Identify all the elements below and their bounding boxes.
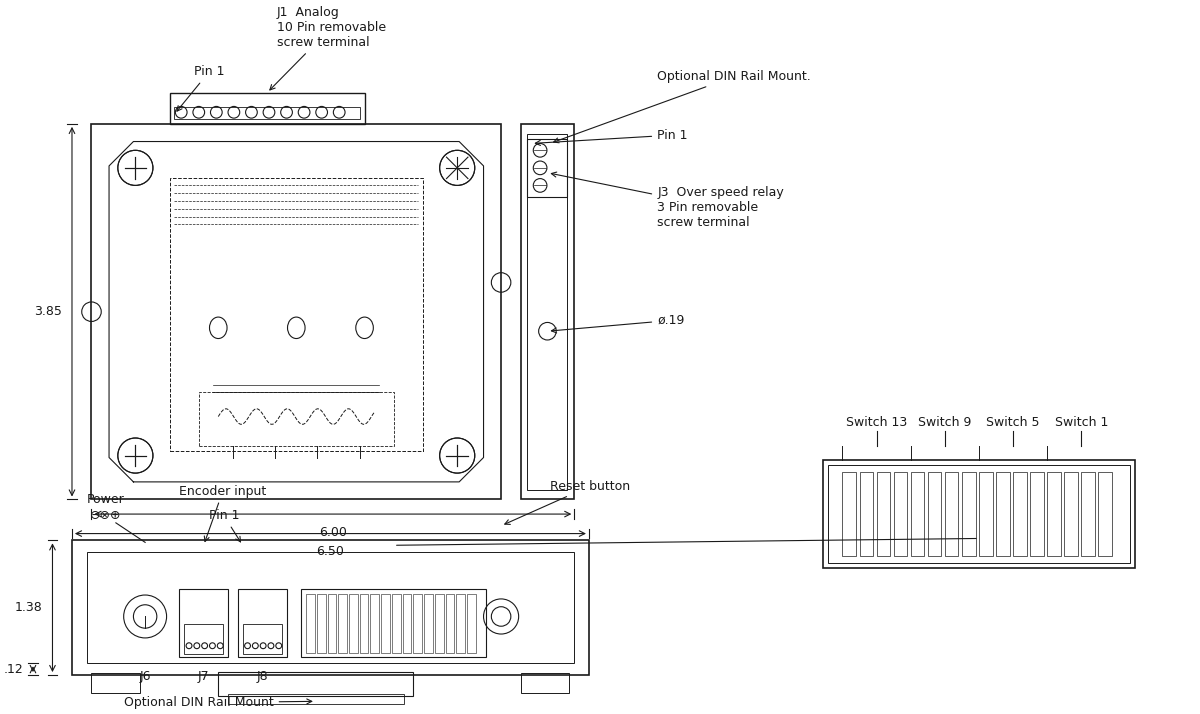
Bar [1064,472,1078,556]
Text: Power: Power [88,493,125,506]
Text: .12: .12 [4,663,23,675]
Text: J6: J6 [139,670,151,683]
Bar [402,594,412,653]
Text: Switch 9: Switch 9 [918,416,972,429]
Bar [86,552,575,663]
Text: 6.00: 6.00 [319,526,347,539]
Bar [174,106,360,119]
Text: Switch 5: Switch 5 [986,416,1040,429]
Bar [338,594,347,653]
Text: Pin 1: Pin 1 [535,129,688,146]
Bar [859,472,874,556]
Bar [521,124,575,500]
Bar [328,594,336,653]
Bar [392,594,401,653]
Text: Pin 1: Pin 1 [176,65,224,111]
Bar [445,594,455,653]
Bar [456,594,466,653]
Bar [301,589,486,658]
Text: Reset button: Reset button [505,480,630,524]
Bar [996,472,1009,556]
Text: ⊖⊗⊕: ⊖⊗⊕ [90,509,122,522]
Bar [169,178,424,451]
Bar [349,594,358,653]
Bar [1048,472,1061,556]
Bar [360,594,368,653]
Bar [238,589,287,658]
Bar [306,594,314,653]
Text: J1  Analog
10 Pin removable
screw terminal: J1 Analog 10 Pin removable screw termina… [270,6,386,90]
Bar [371,594,379,653]
Bar [382,594,390,653]
Bar [317,594,325,653]
Text: Switch 13: Switch 13 [846,416,907,429]
Text: Switch 1: Switch 1 [1055,416,1108,429]
Bar [72,540,589,675]
Bar [894,472,907,556]
Text: J8: J8 [257,670,268,683]
Bar [434,594,444,653]
Bar [199,392,394,446]
Bar [823,461,1135,568]
Bar [962,472,976,556]
Bar [876,472,890,556]
Bar [1030,472,1044,556]
Text: 3.85: 3.85 [35,305,62,318]
Text: Optional DIN Rail Mount: Optional DIN Rail Mount [124,696,312,709]
Bar [911,472,924,556]
Bar [528,139,568,197]
Bar [1081,472,1096,556]
Bar [242,624,282,653]
Bar [413,594,422,653]
Bar [184,624,223,653]
Bar [928,472,942,556]
Bar [828,466,1130,563]
Text: Optional DIN Rail Mount.: Optional DIN Rail Mount. [553,70,811,143]
Bar [179,589,228,658]
Bar [521,673,569,693]
Bar [1013,472,1027,556]
Bar [228,695,403,704]
Bar [91,673,140,693]
Bar [91,124,502,500]
Text: Pin 1: Pin 1 [209,509,240,542]
Text: 1.38: 1.38 [14,601,43,614]
Bar [528,134,568,490]
Bar [842,472,856,556]
Bar [218,672,413,696]
Bar [424,594,433,653]
Text: Encoder input: Encoder input [179,485,266,541]
Bar [944,472,959,556]
Text: ø.19: ø.19 [552,314,684,333]
Bar [1098,472,1112,556]
Text: J7: J7 [198,670,210,683]
Bar [169,93,365,124]
Bar [979,472,992,556]
Bar [467,594,475,653]
Text: 6.50: 6.50 [317,545,344,558]
Text: J3  Over speed relay
3 Pin removable
screw terminal: J3 Over speed relay 3 Pin removable scre… [551,172,784,229]
